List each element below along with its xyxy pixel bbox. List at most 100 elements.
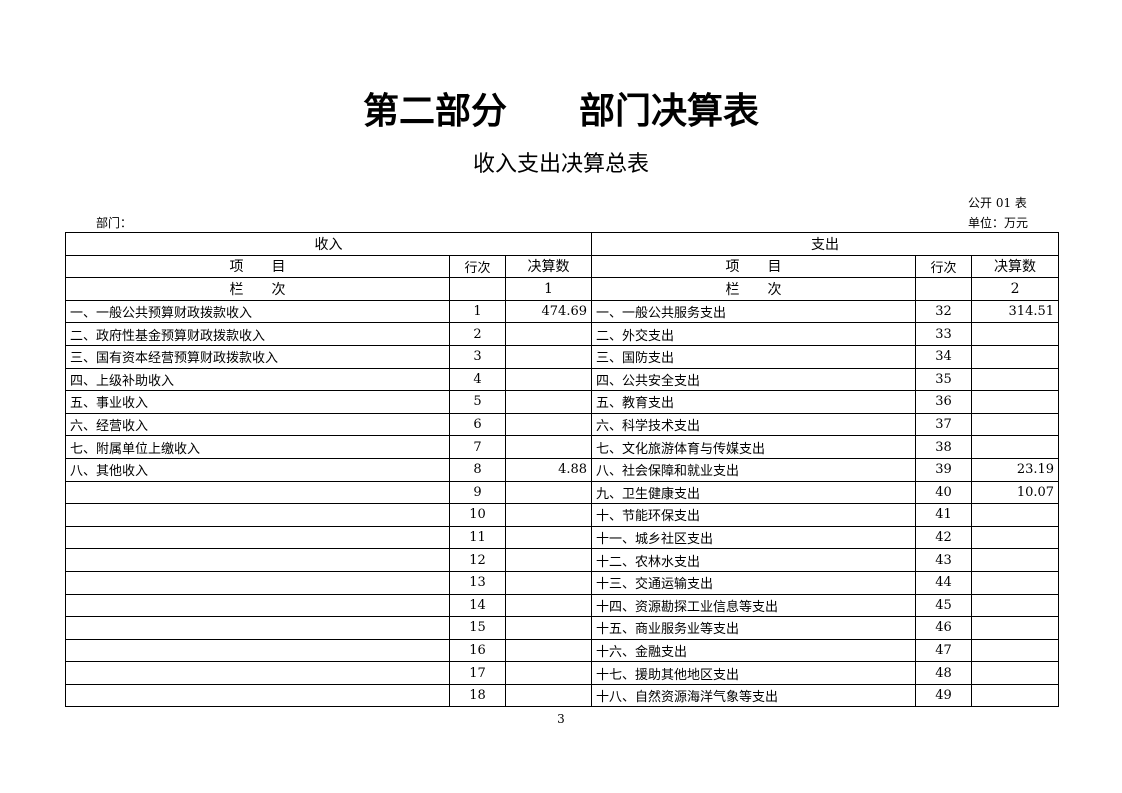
- ex-line-cell: 44: [915, 570, 973, 595]
- ex-line-cell: 35: [915, 367, 973, 392]
- in-amt-cell: [504, 548, 593, 572]
- ex-amt-cell: 23.19: [971, 457, 1060, 482]
- in-item-cell: [65, 548, 450, 572]
- income-item-header: 项 目: [65, 254, 450, 279]
- ex-amt-cell: [971, 412, 1060, 437]
- in-item-cell: [65, 661, 450, 685]
- in-line-cell: 2: [449, 322, 506, 346]
- table-row: 一、一般公共预算财政拨款收入 1 474.69 一、一般公共服务支出 32 314.51: [65, 299, 1060, 324]
- in-item-cell: 四、上级补助收入: [65, 367, 450, 392]
- ex-line-cell: 45: [915, 593, 973, 618]
- ex-item-cell: 十五、商业服务业等支出: [591, 616, 917, 640]
- ex-item-cell: 九、卫生健康支出: [591, 480, 917, 505]
- in-amt-cell: [504, 435, 593, 459]
- table-row: 14 十四、资源勘探工业信息等支出 45: [65, 593, 1060, 618]
- ex-item-cell: 十六、金融支出: [591, 638, 917, 663]
- page-title: 第二部分 部门决算表: [362, 90, 759, 132]
- department-label: 部门：: [96, 216, 133, 230]
- ex-item-cell: 十二、农林水支出: [591, 548, 917, 572]
- in-amt-cell: [504, 322, 593, 346]
- table-row: 13 十三、交通运输支出 44: [65, 570, 1060, 595]
- in-amt-cell: [504, 525, 593, 550]
- ex-line-cell: 40: [915, 480, 973, 505]
- in-item-cell: 五、事业收入: [65, 390, 450, 414]
- in-item-cell: 六、经营收入: [65, 412, 450, 437]
- table-row: 18 十八、自然资源海洋气象等支出 49: [65, 683, 1060, 708]
- ex-line-cell: 41: [915, 503, 973, 527]
- table-row: 五、事业收入 5 五、教育支出 36: [65, 390, 1060, 414]
- ex-item-cell: 一、一般公共服务支出: [591, 299, 917, 324]
- ex-item-cell: 七、文化旅游体育与传媒支出: [591, 435, 917, 459]
- ex-item-cell: 十三、交通运输支出: [591, 570, 917, 595]
- in-item-cell: [65, 570, 450, 595]
- table-row: 四、上级补助收入 4 四、公共安全支出 35: [65, 367, 1060, 392]
- column-header-row: 项 目 行次 决算数 项 目 行次 决算数: [65, 254, 1060, 279]
- ex-line-cell: 33: [915, 322, 973, 346]
- in-line-cell: 10: [449, 503, 506, 527]
- in-item-cell: [65, 638, 450, 663]
- ex-line-cell: 47: [915, 638, 973, 663]
- in-item-cell: 三、国有资本经营预算财政拨款收入: [65, 344, 450, 369]
- ex-amt-cell: [971, 548, 1060, 572]
- in-line-cell: 4: [449, 367, 506, 392]
- income-column-number: 1: [504, 277, 593, 301]
- expense-column-label: 栏 次: [591, 277, 917, 301]
- in-line-cell: 12: [449, 548, 506, 572]
- ex-item-cell: 三、国防支出: [591, 344, 917, 369]
- ex-amt-cell: [971, 661, 1060, 685]
- table-title: 收入支出决算总表: [472, 152, 649, 177]
- ex-line-cell: 49: [915, 683, 973, 708]
- ex-line-cell: 32: [915, 299, 973, 324]
- income-line-header: 行次: [449, 254, 506, 279]
- ex-item-cell: 六、科学技术支出: [591, 412, 917, 437]
- in-amt-cell: [504, 503, 593, 527]
- in-line-cell: 13: [449, 570, 506, 595]
- ex-line-cell: 34: [915, 344, 973, 369]
- in-amt-cell: [504, 570, 593, 595]
- table-row: 12 十二、农林水支出 43: [65, 548, 1060, 572]
- ex-amt-cell: [971, 683, 1060, 708]
- in-item-cell: 二、政府性基金预算财政拨款收入: [65, 322, 450, 346]
- in-line-cell: 6: [449, 412, 506, 437]
- ex-item-cell: 八、社会保障和就业支出: [591, 457, 917, 482]
- ex-amt-cell: 314.51: [971, 299, 1060, 324]
- in-line-cell: 1: [449, 299, 506, 324]
- ex-amt-cell: [971, 525, 1060, 550]
- in-line-cell: 9: [449, 480, 506, 505]
- in-item-cell: [65, 683, 450, 708]
- in-line-cell: 18: [449, 683, 506, 708]
- in-amt-cell: [504, 661, 593, 685]
- ex-item-cell: 十四、资源勘探工业信息等支出: [591, 593, 917, 618]
- empty-cell: [915, 277, 973, 301]
- in-amt-cell: [504, 593, 593, 618]
- in-line-cell: 5: [449, 390, 506, 414]
- expense-amount-header: 决算数: [971, 254, 1060, 279]
- ex-item-cell: 五、教育支出: [591, 390, 917, 414]
- ex-line-cell: 43: [915, 548, 973, 572]
- column-number-row: 栏 次 1 栏 次 2: [65, 277, 1060, 301]
- ex-line-cell: 46: [915, 616, 973, 640]
- table-row: 三、国有资本经营预算财政拨款收入 3 三、国防支出 34: [65, 344, 1060, 369]
- empty-cell: [449, 277, 506, 301]
- in-line-cell: 16: [449, 638, 506, 663]
- section-header-row: 收入 支出: [64, 232, 1060, 256]
- table-row: 八、其他收入 8 4.88 八、社会保障和就业支出 39 23.19: [65, 457, 1060, 482]
- in-amt-cell: [504, 683, 593, 708]
- in-item-cell: 七、附属单位上缴收入: [65, 435, 450, 459]
- in-item-cell: [65, 616, 450, 640]
- ex-item-cell: 十一、城乡社区支出: [591, 525, 917, 550]
- in-line-cell: 8: [449, 457, 506, 482]
- ex-amt-cell: [971, 593, 1060, 618]
- table-row: 10 十、节能环保支出 41: [65, 503, 1060, 527]
- in-item-cell: [65, 480, 450, 505]
- in-line-cell: 11: [449, 525, 506, 550]
- in-amt-cell: [504, 616, 593, 640]
- expense-item-header: 项 目: [591, 254, 917, 279]
- page-number: 3: [557, 712, 565, 726]
- income-expense-table: 收入 支出 项 目 行次 决算数 项 目 行次 决算数 栏 次 1 栏 次 2 …: [64, 232, 1060, 708]
- ex-amt-cell: [971, 616, 1060, 640]
- income-amount-header: 决算数: [504, 254, 593, 279]
- table-row: 七、附属单位上缴收入 7 七、文化旅游体育与传媒支出 38: [65, 435, 1060, 459]
- table-row: 11 十一、城乡社区支出 42: [65, 525, 1060, 550]
- ex-item-cell: 十七、援助其他地区支出: [591, 661, 917, 685]
